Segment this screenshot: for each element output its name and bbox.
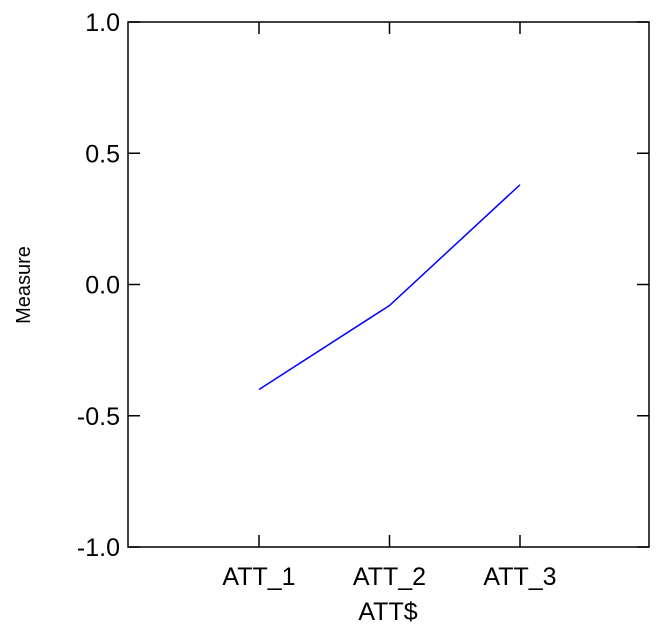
series-line	[259, 185, 520, 390]
plot-frame	[128, 22, 649, 547]
x-axis-title: ATT$	[358, 598, 417, 626]
y-axis-title: Measure	[13, 246, 35, 324]
y-tick-label: -0.5	[77, 403, 120, 431]
x-tick-label: ATT_1	[222, 563, 295, 591]
y-tick-label: -1.0	[77, 534, 120, 562]
y-tick-label: 0.0	[85, 272, 120, 300]
x-axis-ticks: ATT_1 ATT_2 ATT_3	[222, 22, 556, 591]
x-tick-label: ATT_2	[353, 563, 426, 591]
x-tick-label: ATT_3	[483, 563, 556, 591]
y-axis-ticks: -1.0 -0.5 0.0 0.5 1.0	[77, 9, 649, 562]
y-tick-label: 0.5	[85, 140, 120, 168]
y-tick-label: 1.0	[85, 9, 120, 37]
series-layer	[259, 185, 520, 390]
